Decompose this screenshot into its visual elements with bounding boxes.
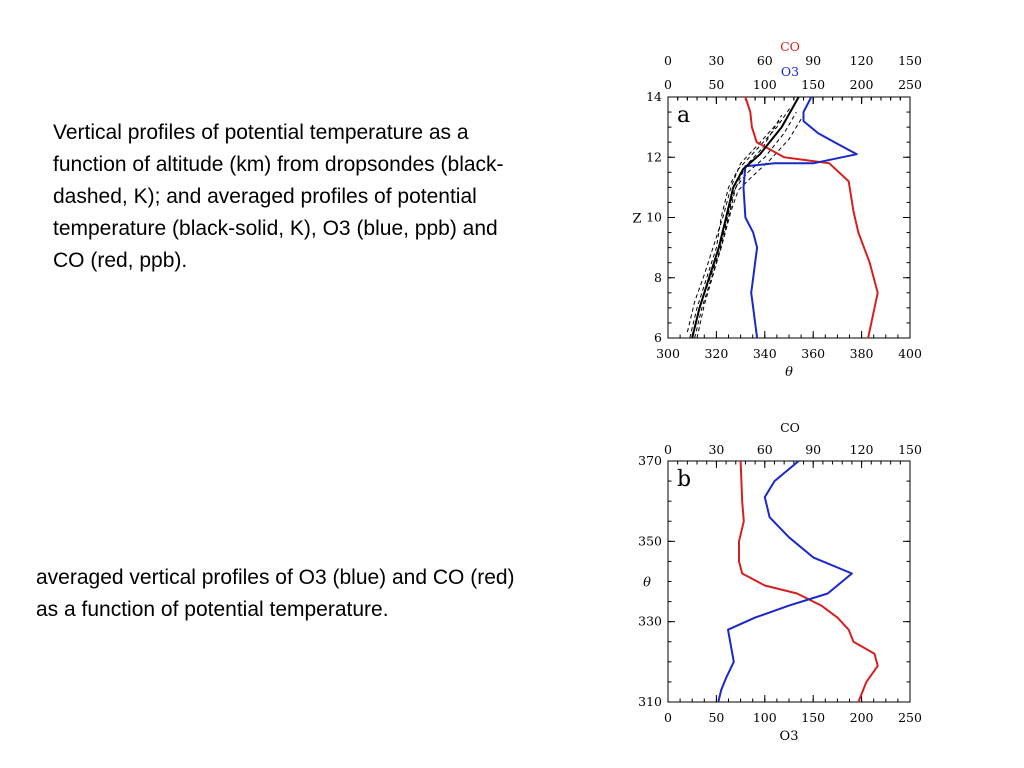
chart-b-y-tick-label: 370	[638, 453, 662, 468]
chart-b-bottom-tick-label: 200	[850, 710, 874, 725]
chart-a-xlabel: θ	[785, 365, 793, 380]
chart-a-ylabel: Z	[632, 212, 641, 227]
chart-a-top-axis-name: O3	[781, 64, 799, 79]
chart-a-bottom-tick-label: 380	[850, 346, 874, 361]
chart-b-top-tick-label: 30	[708, 442, 724, 457]
chart-b-bottom-tick-label: 0	[664, 710, 672, 725]
chart-b-y-tick-label: 310	[638, 694, 662, 709]
chart-b-y-tick-label: 330	[638, 614, 662, 629]
chart-b-frame	[667, 460, 911, 703]
chart-a-y-tick-label: 6	[654, 330, 662, 345]
chart-a-top-tick-label: 250	[898, 77, 922, 92]
chart-a-top-tick-label: 60	[757, 53, 773, 68]
chart-a-dropsonde-line	[689, 105, 792, 338]
chart-a-bottom-tick-label: 340	[753, 346, 777, 361]
chart-b-top-tick-label: 60	[757, 442, 773, 457]
chart-a-top-tick-label: 200	[850, 77, 874, 92]
chart-b-top-tick-label: 120	[850, 442, 874, 457]
chart-b-top-tick-label: 150	[898, 442, 922, 457]
chart-b-bottom-tick-label: 150	[801, 710, 825, 725]
chart-a-y-tick-label: 14	[646, 89, 662, 104]
chart-a-y-tick-label: 8	[654, 270, 662, 285]
chart-a-top-tick-label: 100	[753, 77, 777, 92]
chart-a-top-tick-label: 90	[805, 53, 821, 68]
chart-a-bottom-tick-label: 320	[704, 346, 728, 361]
chart-b-ylabel: θ	[643, 576, 651, 591]
chart-b-y-tick-label: 350	[638, 533, 662, 548]
chart-a-top-tick-label: 50	[708, 77, 724, 92]
chart-a-top-tick-label: 120	[850, 53, 874, 68]
chart-b-bottom-tick-label: 50	[708, 710, 724, 725]
chart-a-y-tick-label: 10	[646, 210, 662, 225]
chart-b-panel-label: b	[677, 467, 691, 492]
chart-b-bottom-tick-label: 100	[753, 710, 777, 725]
chart-a-dropsonde-line	[694, 111, 797, 338]
chart-a-panel-label: a	[677, 103, 690, 128]
chart-a-series-co-line	[744, 97, 879, 338]
chart-b-xlabel: O3	[780, 729, 799, 744]
chart-b-bottom-tick-label: 250	[898, 710, 922, 725]
chart-a-bottom-tick-label: 400	[898, 346, 922, 361]
caption-panel-b: averaged vertical profiles of O3 (blue) …	[36, 566, 515, 621]
chart-a-top-tick-label: 150	[801, 77, 825, 92]
chart-a-top-tick-label: 0	[664, 53, 672, 68]
caption-panel-a: Vertical profiles of potential temperatu…	[53, 121, 504, 272]
chart-b-top-tick-label: 90	[805, 442, 821, 457]
chart-a-series-o3-line	[742, 97, 858, 338]
chart-a-y-tick-label: 12	[646, 149, 662, 164]
chart-a-top-tick-label: 150	[898, 53, 922, 68]
chart-a-dropsonde-line	[696, 114, 804, 338]
chart-a-bottom-tick-label: 360	[801, 346, 825, 361]
chart-a-bottom-tick-label: 300	[656, 346, 680, 361]
chart-a-series-theta-averaged-line	[691, 97, 800, 338]
chart-b-top-axis-name: CO	[780, 420, 800, 435]
chart-a-top-tick-label: 0	[664, 77, 672, 92]
chart-b-series-co-line	[738, 461, 879, 702]
chart-a-top-axis-name: CO	[780, 39, 800, 54]
chart-b-series-o3-line	[717, 461, 853, 702]
chart-a-top-tick-label: 30	[708, 53, 724, 68]
chart-b-top-tick-label: 0	[664, 442, 672, 457]
